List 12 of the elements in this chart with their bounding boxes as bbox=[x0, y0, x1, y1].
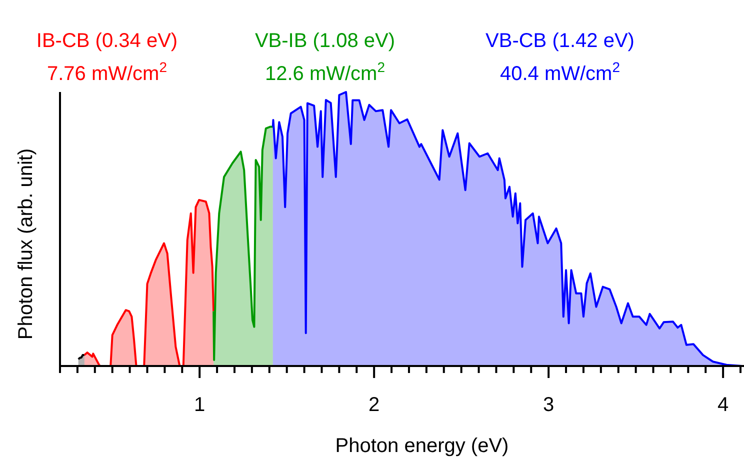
x-tick-label: 1 bbox=[194, 394, 206, 416]
text: 40.4 mW/cm$^{2}$ bbox=[500, 59, 620, 85]
text: VB-IB (1.08 eV) bbox=[254, 30, 396, 52]
x-tick-label: 4 bbox=[718, 394, 729, 416]
x-tick-label: 2 bbox=[368, 394, 380, 416]
y-axis-title: Photon flux (arb. unit) bbox=[15, 148, 37, 340]
x-axis-title: Photon energy (eV) bbox=[335, 435, 509, 457]
text: 7.76 mW/cm$^{2}$ bbox=[46, 59, 168, 85]
text: 12.6 mW/cm$^{2}$ bbox=[264, 59, 386, 85]
text: VB-CB (1.42 eV) bbox=[486, 30, 634, 52]
text: IB-CB (0.34 eV) bbox=[36, 30, 178, 52]
x-tick-label: 3 bbox=[543, 394, 554, 416]
